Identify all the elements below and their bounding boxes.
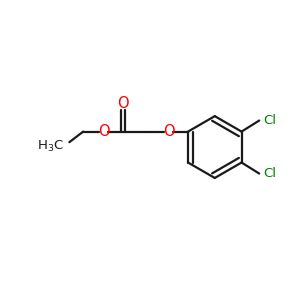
Text: H$_3$C: H$_3$C [37,139,64,154]
Text: O: O [117,95,129,110]
Text: O: O [163,124,175,139]
Text: Cl: Cl [263,167,276,180]
Text: Cl: Cl [263,114,276,127]
Text: O: O [98,124,110,139]
